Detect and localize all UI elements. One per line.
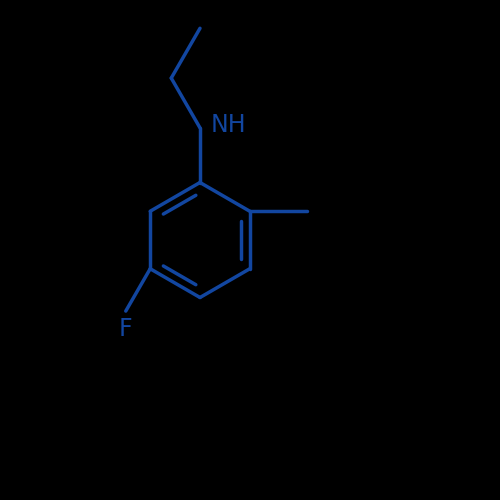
Text: NH: NH — [211, 114, 246, 138]
Text: F: F — [119, 317, 132, 341]
